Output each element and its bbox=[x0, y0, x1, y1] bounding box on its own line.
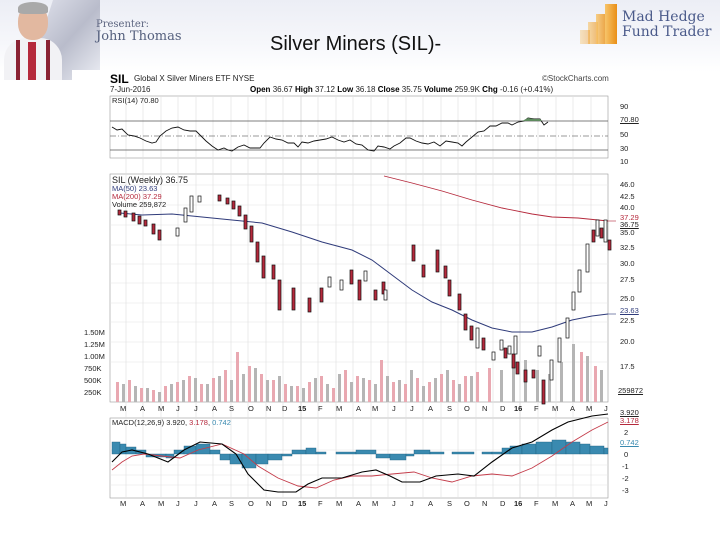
signal-axis-callout: 3.178 bbox=[620, 416, 639, 425]
price-axis-label: 17.5 bbox=[620, 362, 635, 371]
ma200-line bbox=[383, 175, 609, 222]
macd-panel bbox=[109, 417, 609, 499]
volume-axis-label: 500K bbox=[84, 376, 102, 385]
price-candles bbox=[117, 194, 612, 405]
volume-axis-label: 1.25M bbox=[84, 340, 105, 349]
chart-security-name: Global X Silver Miners ETF NYSE bbox=[134, 74, 255, 83]
rsi-axis-30: 30 bbox=[620, 144, 629, 153]
volume-axis-label: 750K bbox=[84, 364, 102, 373]
volume-axis-label: 250K bbox=[84, 388, 102, 397]
volume-axis-label: 1.50M bbox=[84, 328, 105, 337]
price-axis-label: 35.0 bbox=[620, 228, 635, 237]
price-axis-label: 30.0 bbox=[620, 259, 635, 268]
chart-graphics bbox=[109, 95, 616, 499]
macd-axis-label: -1 bbox=[622, 462, 629, 471]
macd-axis-label: 2 bbox=[624, 428, 629, 437]
rsi-axis-10: 10 bbox=[620, 157, 629, 166]
ma200-legend: MA(200) 37.29 bbox=[112, 192, 162, 201]
ma50-axis-callout: 23.63 bbox=[620, 306, 639, 315]
presenter-name: John Thomas bbox=[96, 29, 182, 44]
chart-ohlc-stats: Open 36.67 High 37.12 Low 36.18 Close 35… bbox=[250, 85, 554, 94]
ma50-line bbox=[119, 212, 609, 333]
rsi-axis-90: 90 bbox=[620, 102, 629, 111]
rsi-overbought-fill bbox=[522, 118, 542, 121]
price-axis-label: 32.5 bbox=[620, 243, 635, 252]
rsi-axis-current: 70.80 bbox=[620, 115, 639, 124]
macd-axis-label: 0 bbox=[624, 450, 629, 459]
hist-axis-callout: 0.742 bbox=[620, 438, 639, 447]
ma200-axis-callout: 37.29 bbox=[620, 213, 639, 222]
rsi-line bbox=[111, 117, 549, 152]
mad-hedge-logo bbox=[580, 2, 720, 54]
price-axis-label: 22.5 bbox=[620, 316, 635, 325]
macd-line bbox=[111, 413, 609, 493]
stockcharts-chart: SIL Global X Silver Miners ETF NYSE ©Sto… bbox=[72, 70, 652, 510]
price-axis-label: 20.0 bbox=[620, 337, 635, 346]
price-axis-current: 36.75 bbox=[620, 220, 639, 229]
slide-header: Presenter: John Thomas Silver Miners (SI… bbox=[0, 0, 720, 80]
presenter-label: Presenter: bbox=[96, 19, 150, 30]
slide-title: Silver Miners (SIL)- bbox=[270, 33, 442, 55]
volume-legend: Volume 259,872 bbox=[112, 200, 167, 209]
presenter-photo bbox=[0, 0, 100, 80]
price-legend: SIL (Weekly) 36.75 bbox=[112, 175, 189, 185]
macd-legend: MACD(12,26,9) 3.920, 3.178, 0.742 bbox=[112, 418, 231, 427]
macd-axis-callout: 3.920 bbox=[620, 408, 639, 417]
chart-date: 7-Jun-2016 bbox=[110, 85, 151, 94]
volume-axis-current: 259872 bbox=[618, 386, 644, 395]
macd-axis-label: -3 bbox=[622, 486, 629, 495]
logo-text: Mad Hedge Fund Trader bbox=[622, 9, 712, 40]
price-axis-label: 46.0 bbox=[620, 180, 635, 189]
rsi-legend: RSI(14) 70.80 bbox=[112, 96, 159, 105]
chart-copyright: ©StockCharts.com bbox=[542, 74, 609, 83]
price-axis-label: 25.0 bbox=[620, 294, 635, 303]
price-axis-label: 40.0 bbox=[620, 203, 635, 212]
rsi-panel bbox=[109, 95, 609, 159]
rsi-axis-50: 50 bbox=[620, 130, 629, 139]
ma50-legend: MA(50) 23.63 bbox=[112, 184, 158, 193]
volume-axis-label: 1.00M bbox=[84, 352, 105, 361]
price-axis-label: 42.5 bbox=[620, 192, 635, 201]
macd-axis-label: -2 bbox=[622, 474, 629, 483]
chart-ticker: SIL bbox=[110, 72, 129, 86]
price-axis-label: 27.5 bbox=[620, 275, 635, 284]
